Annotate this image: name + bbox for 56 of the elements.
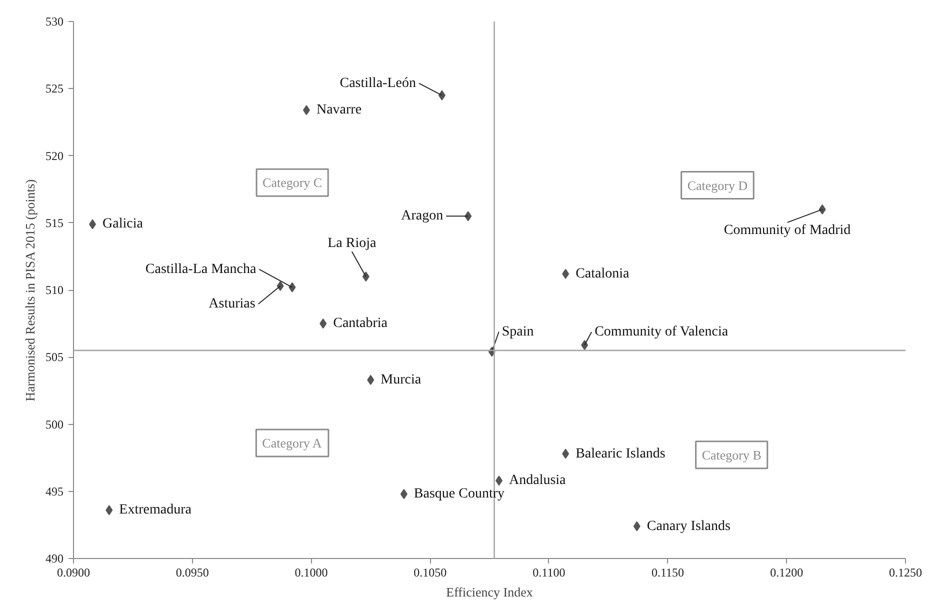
series-label: Balearic Islands [576,446,666,462]
annotation: Category D [687,178,748,193]
point [438,90,446,100]
y-tick-label: 520 [46,148,64,163]
y-tick-label: 505 [46,350,64,364]
series-label: Galicia [102,216,144,232]
point [302,105,310,116]
text: Castilla-La Mancha [145,262,257,277]
y-tick-label: 495 [46,484,64,498]
series-label: Cantabria [333,316,388,332]
y-tick-label: 515 [46,216,64,230]
series-label: Community of Valencia [594,324,729,340]
point [320,318,327,329]
x-tick-label: 0.0950 [176,566,209,580]
series-label: Murcia [380,372,422,388]
x-tick-label: 0.1150 [652,566,684,580]
x-tick-label: 0.1050 [414,566,447,580]
y-tick-label: 510 [46,283,64,297]
point [562,448,570,459]
point [633,521,640,532]
y-tick-label: 490 [46,552,64,566]
series-label: Canary Islands [646,518,730,534]
point [818,204,826,214]
point [106,505,113,516]
point [288,282,296,292]
x-tick-label: 0.1200 [770,566,804,580]
point [367,374,374,385]
x-tick-label: 0.1250 [889,566,922,580]
text: Community of Madrid [724,222,851,238]
point [362,272,370,282]
series-label: Andalusia [509,473,567,488]
annotation: Category B [702,447,762,462]
x-axis-title: Efficiency Index [446,584,534,600]
series-label: Basque Country [414,486,505,502]
x-tick-label: 0.1100 [532,566,566,580]
y-tick-label: 500 [46,417,64,432]
series-label: Catalonia [576,266,630,282]
point [89,219,96,230]
series-label: Asturias [208,296,256,312]
y-tick-label: 525 [46,82,64,96]
series-label: Aragon [401,208,444,224]
point [276,280,284,291]
point [496,476,503,486]
y-axis-title: Harmonised Results in PISA 2015 (points) [22,179,38,402]
point [400,489,408,500]
series-label: Navarre [316,102,362,118]
annotation: Category C [262,175,322,190]
series-label: Extremadura [119,502,192,518]
point [562,268,570,279]
y-tick-label: 530 [46,14,64,28]
series-label: La Rioja [328,236,377,252]
x-tick-label: 0.1000 [294,566,328,580]
series-label: Castilla-León [340,76,416,91]
x-tick-label: 0.0900 [57,566,90,580]
annotation: Category A [262,436,322,451]
series-label: Spain [502,324,534,340]
